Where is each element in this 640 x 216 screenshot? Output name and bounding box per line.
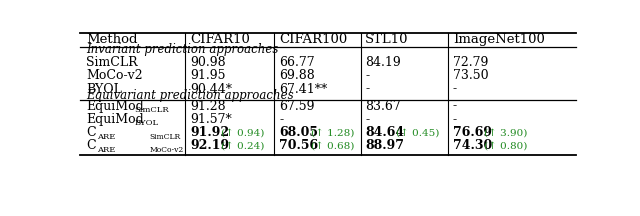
Text: SimCLR: SimCLR — [134, 106, 169, 114]
Text: 70.56: 70.56 — [280, 140, 319, 152]
Text: 67.41**: 67.41** — [280, 83, 328, 95]
Text: -: - — [365, 69, 369, 82]
Text: SimCLR: SimCLR — [149, 133, 180, 141]
Text: (↑ 0.24): (↑ 0.24) — [221, 141, 265, 151]
Text: 69.88: 69.88 — [280, 69, 315, 82]
Text: 72.79: 72.79 — [453, 56, 488, 69]
Text: 84.64: 84.64 — [365, 126, 404, 139]
Text: Invariant prediction approaches: Invariant prediction approaches — [86, 43, 278, 56]
Text: (↑ 0.45): (↑ 0.45) — [396, 128, 440, 137]
Text: -: - — [365, 113, 369, 126]
Text: 73.50: 73.50 — [453, 69, 488, 82]
Text: C: C — [86, 126, 95, 139]
Text: 92.19: 92.19 — [190, 140, 229, 152]
Text: MoCo-v2: MoCo-v2 — [86, 69, 143, 82]
Text: STL10: STL10 — [365, 33, 409, 46]
Text: -: - — [453, 113, 457, 126]
Text: MoCo-v2: MoCo-v2 — [149, 146, 184, 154]
Text: ARE: ARE — [97, 146, 115, 154]
Text: 67.59: 67.59 — [280, 100, 315, 113]
Text: (↑ 0.68): (↑ 0.68) — [310, 141, 354, 151]
Text: 91.28: 91.28 — [190, 100, 226, 113]
Text: ARE: ARE — [97, 133, 115, 141]
Text: CIFAR10: CIFAR10 — [190, 33, 250, 46]
Text: 76.69: 76.69 — [453, 126, 492, 139]
Text: Method: Method — [86, 33, 138, 46]
Text: CIFAR100: CIFAR100 — [280, 33, 348, 46]
Text: 91.57*: 91.57* — [190, 113, 232, 126]
Text: (↑ 0.94): (↑ 0.94) — [221, 128, 265, 137]
Text: ImageNet100: ImageNet100 — [453, 33, 545, 46]
Text: Equivariant prediction approaches: Equivariant prediction approaches — [86, 89, 294, 102]
Text: SimCLR: SimCLR — [86, 56, 138, 69]
Text: -: - — [453, 83, 457, 95]
Text: EquiMod: EquiMod — [86, 100, 144, 113]
Text: -: - — [280, 113, 284, 126]
Text: 91.92: 91.92 — [190, 126, 229, 139]
Text: C: C — [86, 140, 95, 152]
Text: (↑ 1.28): (↑ 1.28) — [310, 128, 354, 137]
Text: EquiMod: EquiMod — [86, 113, 144, 126]
Text: 90.44*: 90.44* — [190, 83, 232, 95]
Text: -: - — [453, 100, 457, 113]
Text: 74.30: 74.30 — [453, 140, 492, 152]
Text: 91.95: 91.95 — [190, 69, 226, 82]
Text: BYOL: BYOL — [86, 83, 122, 95]
Text: 68.05: 68.05 — [280, 126, 318, 139]
Text: 90.98: 90.98 — [190, 56, 226, 69]
Text: 66.77: 66.77 — [280, 56, 315, 69]
Text: -: - — [365, 83, 369, 95]
Text: BYOL: BYOL — [134, 119, 159, 127]
Text: (↑ 3.90): (↑ 3.90) — [484, 128, 527, 137]
Text: 88.97: 88.97 — [365, 140, 404, 152]
Text: 84.19: 84.19 — [365, 56, 401, 69]
Text: (↑ 0.80): (↑ 0.80) — [484, 141, 527, 151]
Text: 83.67: 83.67 — [365, 100, 401, 113]
